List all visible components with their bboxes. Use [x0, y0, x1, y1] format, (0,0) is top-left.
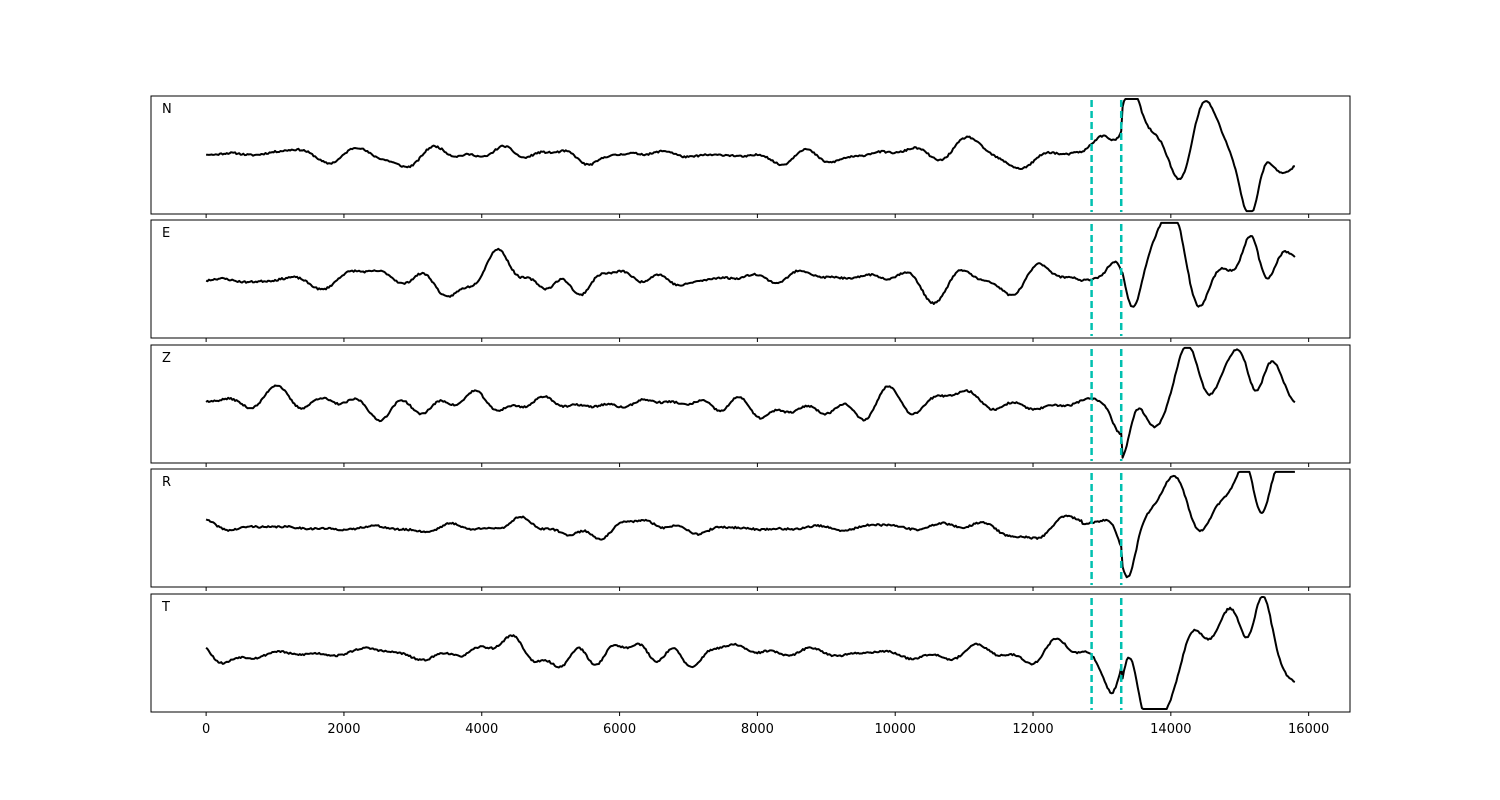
- x-tick-label: 14000: [1150, 722, 1191, 737]
- panel-label: R: [162, 475, 171, 490]
- x-tick-label: 16000: [1288, 722, 1329, 737]
- x-tick-label: 6000: [603, 722, 636, 737]
- x-tick-label: 12000: [1012, 722, 1053, 737]
- panel-label: Z: [162, 351, 171, 366]
- panel-frame: [150, 219, 1351, 339]
- panel-frame: [150, 95, 1351, 215]
- waveform-trace: [205, 221, 1296, 308]
- panel-frame: [150, 344, 1351, 464]
- waveform-trace: [205, 470, 1295, 579]
- panel-t: T 0 2000 4000 6000 8000 10000 12000 14000 16000: [150, 593, 1351, 737]
- x-tick-label: 2000: [327, 722, 360, 737]
- x-tick-label: 10000: [875, 722, 916, 737]
- panel-r: R: [150, 468, 1351, 591]
- panel-e: E: [150, 219, 1351, 342]
- panel-label: N: [162, 102, 172, 117]
- x-tick-label: 8000: [741, 722, 774, 737]
- waveform-trace: [205, 346, 1296, 459]
- panel-label: E: [162, 226, 170, 241]
- x-tick-label: 4000: [465, 722, 498, 737]
- panel-n: N: [150, 95, 1351, 218]
- x-tick-label: 0: [202, 722, 210, 737]
- panel-frame: [150, 593, 1351, 713]
- panel-frame: [150, 468, 1351, 588]
- waveform-trace: [205, 596, 1296, 710]
- panel-label: T: [161, 600, 170, 615]
- waveform-trace: [206, 98, 1295, 213]
- panel-z: Z: [150, 344, 1351, 467]
